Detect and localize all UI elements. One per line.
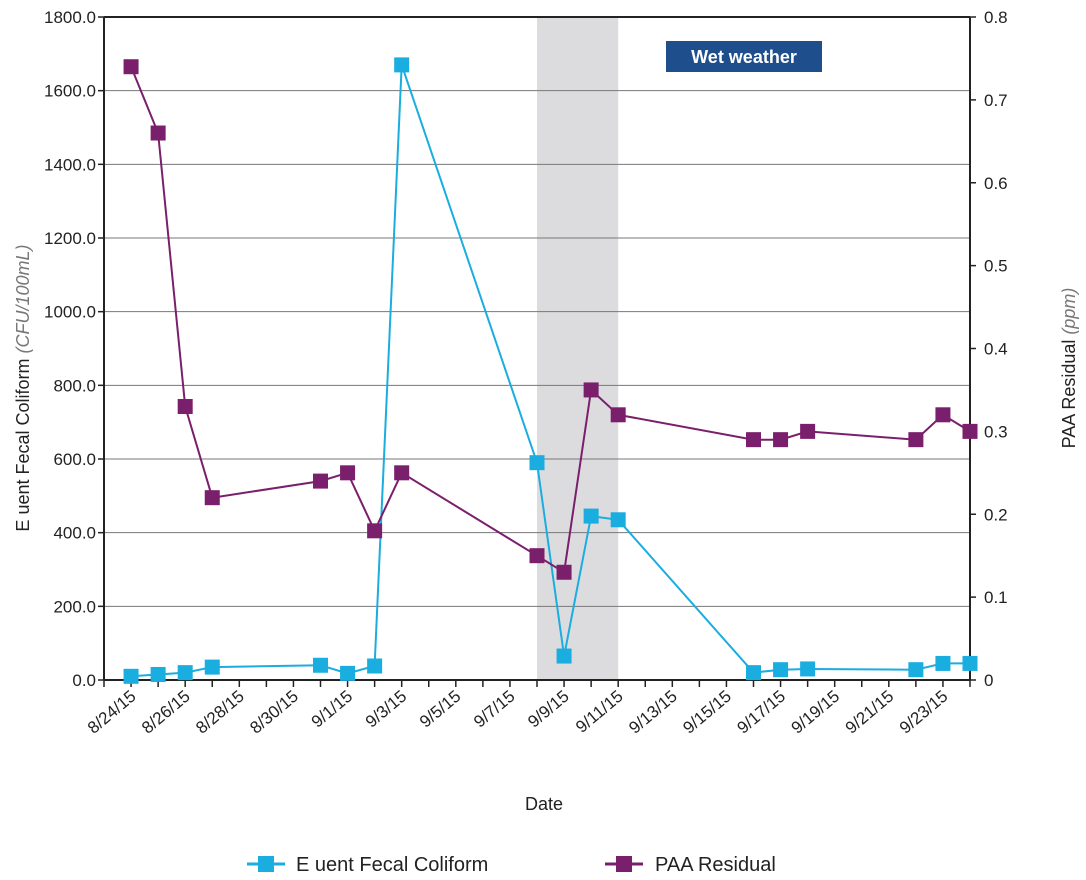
right-tick-label: 0.6 (984, 174, 1008, 193)
x-tick-label: 8/24/15 (84, 687, 140, 738)
paa-residual-point (746, 432, 761, 448)
x-tick-label: 9/5/15 (416, 687, 464, 732)
paa-residual-point (313, 473, 328, 489)
left-tick-label: 1800.0 (44, 8, 96, 27)
annotation-layer: Wet weather (666, 41, 822, 72)
fecal-coliform-point (610, 512, 626, 528)
right-tick-label: 0.7 (984, 91, 1008, 110)
legend-label-fecal-coliform: E uent Fecal Coliform (296, 854, 488, 876)
series-fecal-coliform (123, 57, 978, 684)
right-axis-units: (ppm) (1059, 288, 1079, 335)
paa-residual-point (394, 465, 410, 481)
x-tick-label: 9/7/15 (470, 687, 518, 732)
left-tick-label: 600.0 (53, 450, 96, 469)
x-tick-label: 9/21/15 (842, 687, 898, 738)
x-tick-label: 8/30/15 (246, 687, 302, 738)
left-tick-label: 0.0 (72, 671, 96, 690)
paa-residual-point (935, 407, 951, 423)
left-tick-label: 400.0 (53, 524, 96, 543)
paa-residual-point (177, 399, 193, 415)
paa-residual-point (340, 465, 356, 481)
paa-residual-point (367, 523, 383, 539)
paa-residual-point (204, 490, 220, 506)
fecal-coliform-point (313, 657, 328, 673)
fecal-coliform-point (394, 57, 410, 73)
fecal-coliform-point (177, 665, 193, 681)
x-tick-label: 9/15/15 (679, 687, 735, 738)
left-axis-title: E uent Fecal Coliform (CFU/100mL) (13, 244, 33, 531)
paa-residual-point (610, 407, 626, 423)
paa-residual-point (908, 432, 924, 448)
x-tick-label: 9/1/15 (308, 687, 356, 732)
fecal-coliform-point (367, 658, 383, 674)
fecal-coliform-point (935, 655, 951, 671)
fecal-coliform-point (583, 508, 599, 524)
series-paa-residual (123, 59, 978, 580)
left-tick-label: 1400.0 (44, 155, 96, 174)
fecal-coliform-point (908, 662, 924, 678)
x-axis-title: Date (525, 794, 563, 814)
fecal-coliform-point (962, 655, 978, 671)
x-tick-label: 9/3/15 (362, 687, 410, 732)
x-tick-label: 8/26/15 (138, 687, 194, 738)
wet-weather-band-layer (537, 17, 619, 680)
right-tick-label: 0.1 (984, 588, 1008, 607)
paa-residual-point (962, 423, 978, 439)
left-axis-units: (CFU/100mL) (13, 244, 33, 353)
right-tick-label: 0.4 (984, 340, 1008, 359)
fecal-coliform-point (800, 661, 816, 677)
left-tick-label: 1200.0 (44, 229, 96, 248)
right-tick-label: 0.5 (984, 257, 1008, 276)
legend: E uent Fecal Coliform PAA Residual (247, 854, 776, 876)
fecal-coliform-point (746, 665, 761, 681)
paa-residual-point (123, 59, 139, 75)
wet-weather-band (537, 17, 619, 680)
axes: 0.0 200.0 400.0 600.0 800.0 1000.0 1200.0 1400.… (44, 8, 1008, 738)
legend-marker-paa-residual (616, 856, 632, 872)
fecal-coliform-point (123, 668, 139, 684)
right-tick-label: 0.8 (984, 8, 1008, 27)
left-tick-label: 200.0 (53, 597, 96, 616)
fecal-coliform-point (529, 455, 545, 471)
left-axis-title-text: E uent Fecal Coliform (13, 358, 33, 531)
x-tick-label: 9/13/15 (625, 687, 681, 738)
right-axis-title: PAA Residual (ppm) (1059, 288, 1079, 449)
left-tick-label: 800.0 (53, 376, 96, 395)
x-tick-label: 9/19/15 (788, 687, 844, 738)
paa-residual-point (529, 548, 545, 564)
right-tick-label: 0 (984, 671, 993, 690)
legend-marker-fecal-coliform (258, 856, 274, 872)
x-tick-label: 9/23/15 (896, 687, 952, 738)
right-tick-label: 0.3 (984, 422, 1008, 441)
x-tick-label: 9/9/15 (524, 687, 572, 732)
paa-residual-line (130, 66, 971, 574)
paa-residual-point (583, 382, 599, 398)
fecal-coliform-point (150, 666, 166, 682)
left-tick-label: 1600.0 (44, 82, 96, 101)
left-tick-label: 1000.0 (44, 303, 96, 322)
paa-residual-point (150, 125, 166, 141)
right-tick-label: 0.2 (984, 505, 1008, 524)
x-tick-label: 8/28/15 (192, 687, 248, 738)
fecal-coliform-point (556, 648, 572, 664)
fecal-coliform-point (340, 665, 356, 681)
legend-label-paa-residual: PAA Residual (655, 854, 776, 876)
x-tick-label: 9/11/15 (572, 687, 627, 737)
legend-item-paa-residual: PAA Residual (605, 854, 776, 876)
paa-residual-point (773, 432, 789, 448)
paa-residual-point (556, 564, 572, 580)
right-axis-title-text: PAA Residual (1059, 340, 1079, 449)
fecal-coliform-point (773, 662, 789, 678)
paa-residual-point (800, 423, 816, 439)
series-layer (123, 57, 978, 684)
fecal-coliform-point (204, 659, 220, 675)
wet-weather-label-box (666, 41, 822, 72)
legend-item-fecal-coliform: E uent Fecal Coliform (247, 854, 488, 876)
wet-weather-label: Wet weather (691, 47, 797, 67)
x-tick-label: 9/17/15 (733, 687, 789, 738)
